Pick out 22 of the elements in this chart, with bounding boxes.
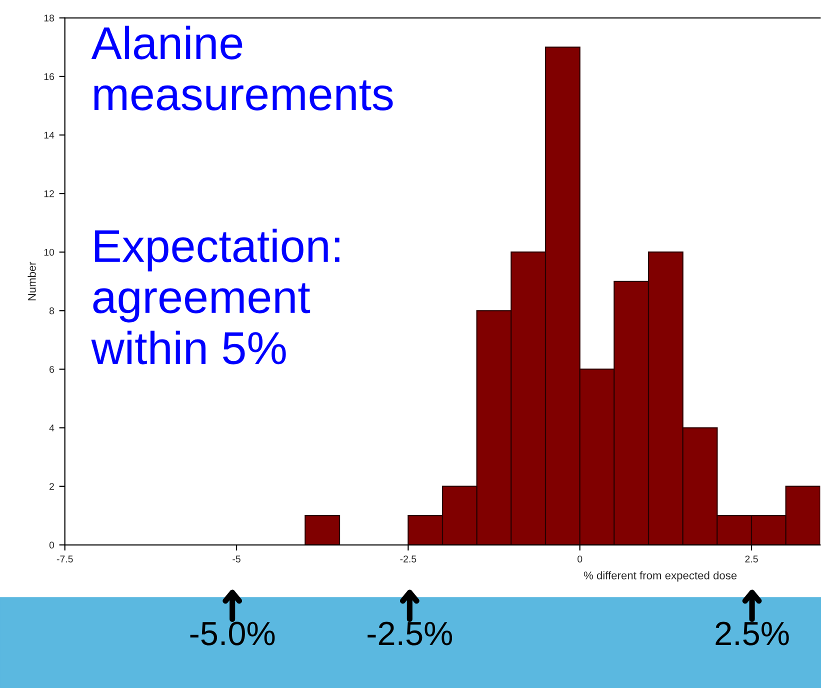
text: -2.5% [368,622,452,646]
y-tick-label: 8 [49,307,54,314]
y-tick-label: 6 [50,366,54,373]
y-tick-label: 4 [49,424,54,432]
annotation: Alanine measurements [91,26,393,110]
annotation: Expectation: agreement within 5% [91,228,340,364]
y-tick-label: 14 [44,132,54,139]
text: 2.5% [716,622,789,646]
x-tick-label: -2.5 [400,556,416,562]
x-tick-label: -5 [232,556,240,562]
x-tick-label: 0 [578,556,582,562]
text: -5.0% [190,622,275,646]
y-tick-label: 2 [50,483,54,490]
x-tick-label: -7.5 [56,556,73,562]
y-tick-label: 10 [44,248,54,256]
x-tick-label: 2.5 [745,556,758,562]
y-tick-label: 16 [44,73,54,80]
x-axis-title: % different from expected dose [584,571,737,582]
y-axis-title: Number [28,262,36,300]
y-tick-label: 12 [44,190,54,198]
y-tick-label: 18 [44,14,54,22]
y-tick-label: 0 [49,542,54,549]
